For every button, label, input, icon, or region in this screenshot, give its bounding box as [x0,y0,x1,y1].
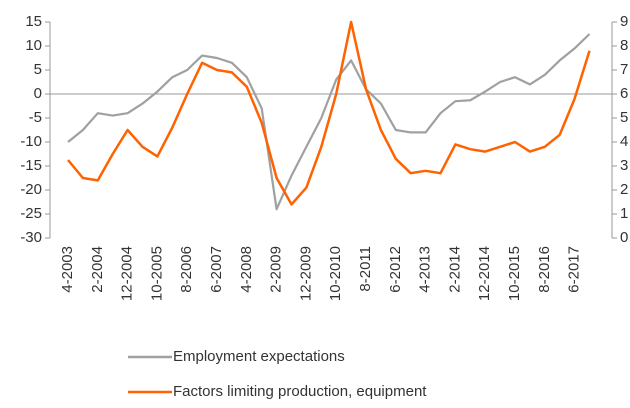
x-tick-label: 10-2015 [506,246,523,301]
line-series [67,20,591,206]
y-tick-label: -25 [20,205,42,222]
y-tick-label: 0 [34,85,42,102]
y2-tick-label: 9 [620,13,628,30]
y-tick-label: -5 [29,109,42,126]
x-tick-label: 6-2012 [387,246,404,293]
x-tick-label: 12-2004 [119,246,136,301]
y2-tick-label: 4 [620,133,628,150]
legend-label: Employment expectations [173,348,345,365]
x-tick-label: 8-2016 [536,246,553,293]
y2-tick-label: 0 [620,229,628,246]
line-series [67,33,591,211]
y-tick-label: 15 [25,13,42,30]
y-tick-label: 5 [34,61,42,78]
x-tick-label: 12-2009 [297,246,314,301]
x-tick-label: 8-2011 [357,246,374,292]
x-tick-label: 4-2013 [417,246,434,293]
y-tick-label: -10 [20,133,42,150]
y2-tick-label: 8 [620,37,628,54]
x-tick-label: 4-2008 [238,246,255,293]
y2-tick-label: 3 [620,157,628,174]
y-tick-label: -20 [20,181,42,198]
y-tick-label: 10 [25,37,42,54]
legend-label: Factors limiting production, equipment [173,383,427,400]
x-tick-label: 8-2006 [178,246,195,293]
y-tick-label: -30 [20,229,42,246]
x-tick-label: 12-2014 [476,246,493,301]
x-tick-label: 2-2014 [446,246,463,293]
y-tick-label: -15 [20,157,42,174]
x-tick-label: 4-2003 [59,246,76,293]
y2-tick-label: 1 [620,205,628,222]
y2-tick-label: 2 [620,181,628,198]
x-tick-label: 6-2007 [208,246,225,293]
y2-tick-label: 5 [620,109,628,126]
x-tick-label: 10-2005 [148,246,165,301]
y2-tick-label: 6 [620,85,628,102]
x-tick-label: 2-2009 [268,246,285,293]
y2-tick-label: 7 [620,61,628,78]
x-tick-label: 10-2010 [327,246,344,301]
x-tick-label: 6-2017 [566,246,583,293]
x-tick-label: 2-2004 [89,246,106,293]
